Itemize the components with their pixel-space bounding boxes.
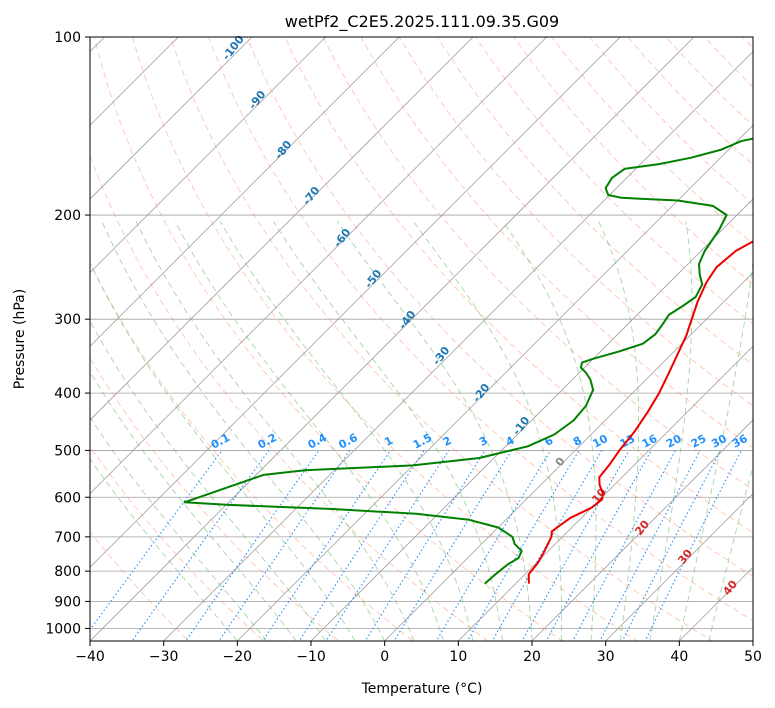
isotherm-line <box>90 37 695 641</box>
x-tick-label: 40 <box>670 649 688 665</box>
mixing-ratio-line <box>435 450 552 641</box>
plot-frame <box>89 36 754 642</box>
moist-adiabat-line <box>649 221 693 641</box>
moist-adiabat-line <box>90 370 297 641</box>
dry-adiabat-line <box>90 445 265 641</box>
isotherm-line <box>457 345 753 641</box>
x-tick-label: 50 <box>744 649 762 665</box>
mixing-ratio-line <box>218 450 351 641</box>
dry-adiabat-line <box>475 37 753 325</box>
isotherm-line <box>236 124 753 641</box>
dry-adiabat-line <box>513 37 753 285</box>
mixing-ratio-label: 20 <box>664 432 684 451</box>
moist-adiabat-line <box>336 221 533 641</box>
y-tick-label: 200 <box>54 208 81 224</box>
mixing-ratio-label: 25 <box>689 432 709 451</box>
y-tick-label: 600 <box>54 490 81 506</box>
moist-adiabat-line <box>90 458 238 641</box>
isotherm-line <box>90 37 621 568</box>
dry-adiabat-line <box>170 37 713 641</box>
moist-adiabat-line <box>413 221 563 641</box>
isotherm-line <box>90 37 548 495</box>
x-tick-label: 30 <box>597 649 615 665</box>
mixing-ratio-label: 16 <box>640 432 660 451</box>
isotherm-line <box>163 51 753 641</box>
y-tick-label: 300 <box>54 312 81 328</box>
dry-adiabat-line <box>284 37 753 534</box>
dry-adiabat-line <box>322 37 753 491</box>
mixing-ratio-line <box>644 450 742 641</box>
dry-adiabat-line <box>436 37 753 366</box>
x-tick-label: 20 <box>523 649 541 665</box>
moist-adiabat-line <box>219 221 474 641</box>
x-tick-label: −40 <box>75 649 105 665</box>
mixing-ratio-line <box>545 450 652 641</box>
mixing-ratio-line <box>491 450 603 641</box>
mixing-ratio-line <box>131 450 270 641</box>
y-tick-label: 800 <box>54 564 81 580</box>
background-lines <box>90 37 753 641</box>
moist-adiabat-line <box>90 416 268 641</box>
mixing-ratio-line <box>185 450 320 641</box>
moist-adiabat-line <box>678 258 753 641</box>
moist-adiabat-line <box>90 261 356 641</box>
mixing-ratio-line <box>262 450 391 641</box>
isotherm-line <box>531 419 753 641</box>
mixing-ratio-label: 36 <box>730 432 750 451</box>
moist-adiabat-line <box>90 320 327 641</box>
x-tick-label: −30 <box>149 649 179 665</box>
x-axis-label: Temperature (°C) <box>361 681 483 697</box>
isotherm-line <box>90 37 179 126</box>
y-tick-label: 1000 <box>45 621 81 637</box>
mixing-ratio-line <box>521 450 630 641</box>
isotherm-line <box>90 37 253 200</box>
mixing-ratio-label: 30 <box>709 432 729 451</box>
y-tick-label: 900 <box>54 594 81 610</box>
isotherm-line <box>605 493 753 641</box>
x-tick-label: 0 <box>380 649 389 665</box>
mixing-ratio-label: 10 <box>590 432 610 451</box>
mixing-ratio-line <box>621 450 722 641</box>
dewpoint-profile-line <box>183 137 753 585</box>
dry-adiabat-line <box>131 37 638 641</box>
mixing-ratio-line <box>325 450 450 641</box>
x-tick-label: 10 <box>449 649 467 665</box>
dry-adiabat-line <box>90 154 489 641</box>
isotherm-line <box>90 37 400 347</box>
moist-adiabat-line <box>598 221 640 641</box>
y-axis-label: Pressure (hPa) <box>12 289 28 389</box>
y-tick-label: 100 <box>54 30 81 46</box>
mixing-ratio-line <box>90 450 223 631</box>
temperature-profile-line <box>527 240 753 584</box>
y-tick-label: 500 <box>54 443 81 459</box>
x-tick-label: −20 <box>223 649 253 665</box>
y-tick-label: 400 <box>54 386 81 402</box>
axis-ticks: −40 −30 −20 −10 0 10 20 30 40 50 100 200 300 400 500 60… <box>45 30 762 665</box>
profile-lines <box>183 137 753 585</box>
dry-adiabat-line <box>90 261 414 641</box>
x-tick-label: −10 <box>296 649 326 665</box>
moist-adiabat-line <box>174 221 445 641</box>
dry-adiabat-line <box>360 37 753 449</box>
isotherm-line <box>384 272 753 641</box>
mixing-ratio-line <box>298 450 425 641</box>
isotherm-line <box>90 37 327 274</box>
moist-adiabat-line <box>101 221 386 641</box>
dry-adiabat-line <box>246 37 753 577</box>
dry-adiabat-line <box>93 37 564 641</box>
chart-title: wetPf2_C2E5.2025.111.09.35.G09 <box>285 12 559 32</box>
y-tick-label: 700 <box>54 530 81 546</box>
isotherm-line <box>310 198 753 641</box>
mixing-ratio-line <box>466 450 580 641</box>
isotherm-line <box>90 37 474 421</box>
